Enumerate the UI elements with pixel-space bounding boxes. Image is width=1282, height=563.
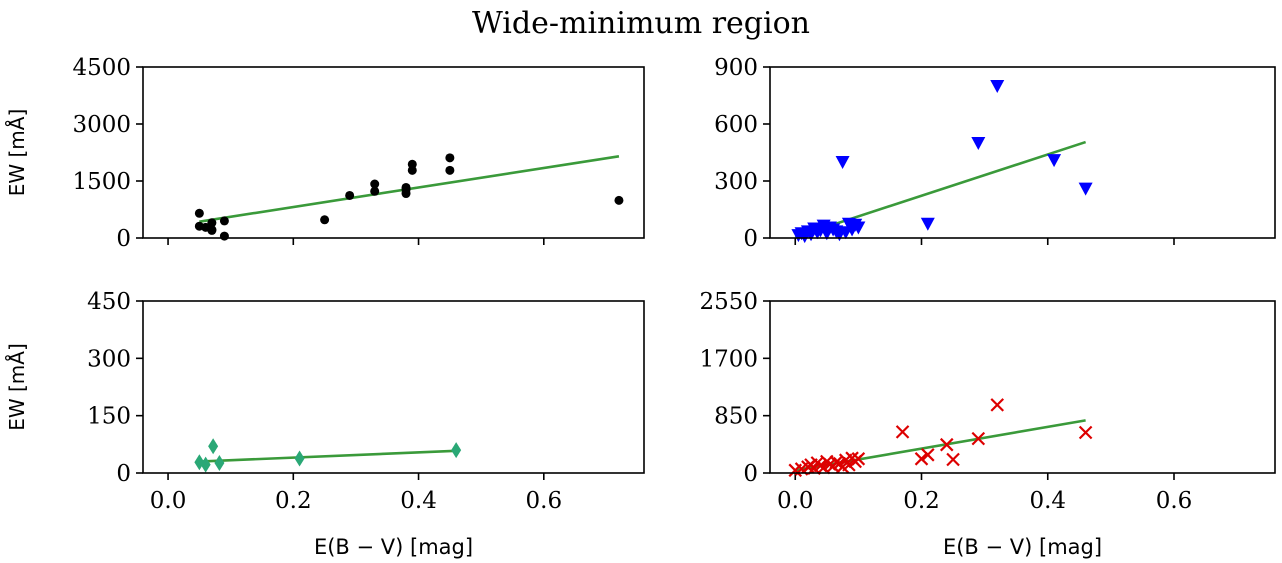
y-tick-label: 0: [116, 226, 131, 252]
panel-1: 0 1500 3000 4500 EW [mÅ]: [5, 55, 645, 252]
data-point: [370, 186, 380, 196]
data-point: [370, 179, 380, 189]
data-point: [939, 437, 954, 452]
data-point: [219, 231, 229, 241]
y-tick-label: 150: [87, 404, 131, 430]
y-tick-label: 900: [714, 55, 758, 81]
data-point: [194, 208, 204, 218]
x-tick-label: 0.6: [526, 488, 563, 514]
data-point: [971, 137, 986, 150]
axes-frame: [142, 66, 645, 239]
axes-frame: [769, 66, 1276, 239]
y-tick-label: 850: [714, 404, 758, 430]
y-tick-label: 0: [743, 461, 758, 487]
y-tick-label: 300: [87, 346, 131, 372]
x-axis-label: E(B − V) [mag]: [943, 535, 1102, 559]
x-tick-label: 0.2: [275, 488, 312, 514]
data-point: [990, 398, 1005, 412]
data-point: [971, 431, 986, 446]
data-point: [842, 458, 856, 472]
data-point: [345, 190, 355, 200]
data-point: [320, 215, 330, 225]
data-point: [614, 195, 624, 205]
data-point: [207, 225, 217, 235]
y-tick-label: 1700: [699, 346, 758, 372]
panel-4: 0 850 1700 2550 0.0 0.2 0.4 0.6 E(B − V) [mag]: [699, 289, 1276, 559]
axes-frame: [769, 300, 1276, 474]
axes-frame: [142, 300, 645, 474]
data-point: [914, 452, 929, 466]
data-point: [407, 165, 417, 175]
data-point: [401, 189, 411, 199]
figure-title: Wide-minimum region: [472, 6, 810, 41]
data-point: [200, 456, 211, 473]
data-point: [921, 448, 935, 462]
data-point: [946, 452, 960, 467]
data-point: [990, 80, 1005, 93]
data-point: [1078, 182, 1093, 196]
data-point: [851, 452, 866, 466]
x-tick-label: 0.0: [150, 488, 187, 514]
data-point: [219, 216, 229, 226]
fit-line: [199, 449, 457, 463]
data-point: [445, 153, 455, 163]
y-tick-label: 3000: [72, 112, 131, 138]
x-tick-label: 0.4: [1029, 488, 1066, 514]
data-point: [851, 221, 866, 235]
x-tick-label: 0.6: [1156, 488, 1193, 514]
data-point: [895, 425, 910, 439]
y-axis-label: EW [mÅ]: [5, 343, 29, 431]
data-point: [1078, 425, 1093, 440]
y-axis-label: EW [mÅ]: [5, 109, 29, 197]
data-point: [294, 450, 305, 467]
y-tick-label: 0: [743, 226, 758, 252]
y-tick-label: 1500: [72, 169, 131, 195]
data-point: [451, 442, 462, 459]
x-tick-label: 0.4: [400, 488, 437, 514]
x-axis-label: E(B − V) [mag]: [314, 535, 473, 559]
data-point: [207, 218, 217, 228]
data-point: [214, 455, 225, 472]
y-tick-label: 600: [714, 112, 758, 138]
y-tick-label: 2550: [699, 289, 758, 315]
data-point: [208, 438, 219, 455]
data-point: [1047, 154, 1062, 168]
data-point: [920, 217, 935, 231]
data-point: [445, 165, 455, 175]
y-tick-label: 0: [116, 461, 131, 487]
fit-line: [794, 140, 1087, 239]
x-tick-label: 0.0: [777, 488, 814, 514]
panel-3: 0 150 300 450 0.0 0.2 0.4 0.6 EW [mÅ] E(B − V) [m…: [5, 289, 645, 559]
y-tick-label: 450: [87, 289, 131, 315]
panel-2: 0 300 600 900: [714, 55, 1276, 252]
y-tick-label: 300: [714, 169, 758, 195]
y-tick-label: 4500: [72, 55, 131, 81]
data-point: [835, 156, 850, 169]
x-tick-label: 0.2: [903, 488, 940, 514]
